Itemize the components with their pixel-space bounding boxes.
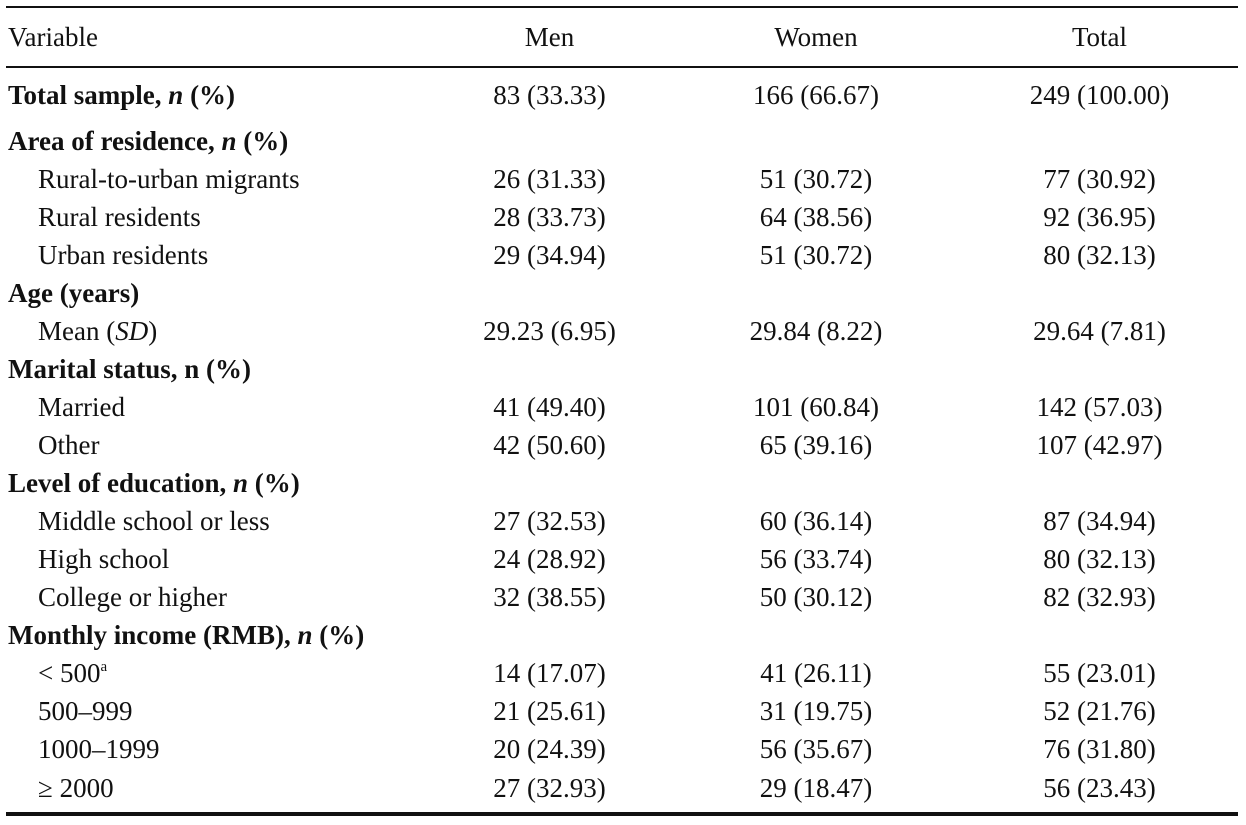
cell-men: 27 (32.53) — [493, 506, 606, 536]
table-row: Rural-to-urban migrants 26 (31.33) 51 (3… — [6, 160, 1238, 198]
cell-women: 64 (38.56) — [759, 202, 873, 232]
row-label: ≥ 2000 — [38, 773, 114, 803]
cell-men: 14 (17.07) — [493, 658, 606, 688]
cell-men: 29.23 (6.95) — [483, 316, 616, 346]
cell-women: 31 (19.75) — [759, 696, 873, 726]
table-header-rule — [6, 66, 1238, 68]
footnote-marker: a — [100, 659, 108, 675]
cell-women: 56 (35.67) — [759, 734, 873, 764]
row-label: Married — [38, 392, 125, 422]
table-row: Middle school or less 27 (32.53) 60 (36.… — [6, 502, 1238, 540]
cell-women: 60 (36.14) — [759, 506, 873, 536]
cell-total: 249 (100.00) — [1029, 80, 1170, 110]
table-row: Mean (SD) 29.23 (6.95) 29.84 (8.22) 29.6… — [6, 312, 1238, 350]
cell-total: 80 (32.13) — [1043, 544, 1156, 574]
cell-women: 65 (39.16) — [759, 430, 873, 460]
section-label: Age (years) — [8, 278, 140, 308]
row-label: High school — [38, 544, 170, 574]
cell-men: 24 (28.92) — [493, 544, 606, 574]
cell-men: 20 (24.39) — [493, 734, 606, 764]
table-row-section-education: Level of education, n (%) — [6, 464, 1238, 502]
cell-women: 101 (60.84) — [753, 392, 879, 422]
section-label: Area of residence, n (%) — [8, 126, 289, 156]
table-row: ≥ 2000 27 (32.93) 29 (18.47) 56 (23.43) — [6, 768, 1238, 812]
demographics-table: Variable Men Women Total Total sample, n… — [6, 6, 1238, 816]
cell-men: 42 (50.60) — [493, 430, 606, 460]
column-header-women: Women — [774, 22, 858, 52]
table-row-total-sample: Total sample, n (%) 83 (33.33) 166 (66.6… — [6, 68, 1238, 122]
cell-total: 107 (42.97) — [1036, 430, 1163, 460]
cell-total: 82 (32.93) — [1043, 582, 1156, 612]
cell-men: 32 (38.55) — [493, 582, 606, 612]
column-header-men: Men — [524, 22, 575, 52]
row-label: Middle school or less — [38, 506, 270, 536]
cell-men: 29 (34.94) — [493, 240, 606, 270]
column-header-variable: Variable — [8, 22, 98, 52]
table-bottom-rule — [6, 812, 1238, 816]
cell-men: 21 (25.61) — [493, 696, 606, 726]
cell-women: 51 (30.72) — [759, 240, 873, 270]
cell-total: 55 (23.01) — [1043, 658, 1156, 688]
cell-total: 56 (23.43) — [1043, 773, 1156, 803]
table-row: 500–999 21 (25.61) 31 (19.75) 52 (21.76) — [6, 692, 1238, 730]
table-row: 1000–1999 20 (24.39) 56 (35.67) 76 (31.8… — [6, 730, 1238, 768]
table-row: < 500a 14 (17.07) 41 (26.11) 55 (23.01) — [6, 654, 1238, 692]
cell-total: 87 (34.94) — [1043, 506, 1156, 536]
cell-total: 76 (31.80) — [1043, 734, 1156, 764]
cell-women: 41 (26.11) — [760, 658, 872, 688]
section-label: Monthly income (RMB), n (%) — [8, 620, 365, 650]
cell-women: 29 (18.47) — [759, 773, 873, 803]
row-label: Other — [38, 430, 100, 460]
cell-women: 29.84 (8.22) — [749, 316, 883, 346]
cell-women: 166 (66.67) — [753, 80, 879, 110]
row-label: Rural-to-urban migrants — [38, 164, 300, 194]
row-label: College or higher — [38, 582, 227, 612]
section-label: Level of education, n (%) — [8, 468, 300, 498]
row-label: Total sample, n (%) — [8, 80, 236, 110]
cell-total: 142 (57.03) — [1036, 392, 1163, 422]
table-row: Rural residents 28 (33.73) 64 (38.56) 92… — [6, 198, 1238, 236]
table-row: Married 41 (49.40) 101 (60.84) 142 (57.0… — [6, 388, 1238, 426]
cell-total: 77 (30.92) — [1043, 164, 1156, 194]
cell-men: 28 (33.73) — [493, 202, 606, 232]
cell-women: 50 (30.12) — [759, 582, 873, 612]
table-top-rule — [6, 6, 1238, 8]
cell-men: 27 (32.93) — [493, 773, 606, 803]
table-row: Other 42 (50.60) 65 (39.16) 107 (42.97) — [6, 426, 1238, 464]
cell-total: 29.64 (7.81) — [1033, 316, 1166, 346]
cell-total: 52 (21.76) — [1043, 696, 1156, 726]
table-row-section-income: Monthly income (RMB), n (%) — [6, 616, 1238, 654]
table-row-section-area: Area of residence, n (%) — [6, 122, 1238, 160]
row-label: Rural residents — [38, 202, 201, 232]
table-header-row: Variable Men Women Total — [6, 8, 1238, 66]
cell-total: 80 (32.13) — [1043, 240, 1156, 270]
table-row: High school 24 (28.92) 56 (33.74) 80 (32… — [6, 540, 1238, 578]
row-label: Mean (SD) — [38, 316, 158, 346]
table-row: Urban residents 29 (34.94) 51 (30.72) 80… — [6, 236, 1238, 274]
cell-men: 26 (31.33) — [493, 164, 606, 194]
cell-total: 92 (36.95) — [1043, 202, 1156, 232]
cell-men: 41 (49.40) — [493, 392, 606, 422]
table-row: College or higher 32 (38.55) 50 (30.12) … — [6, 578, 1238, 616]
row-label: < 500a — [38, 658, 108, 688]
row-label: Urban residents — [38, 240, 209, 270]
table-row-section-marital: Marital status, n (%) — [6, 350, 1238, 388]
column-header-total: Total — [1071, 22, 1128, 52]
cell-women: 56 (33.74) — [759, 544, 873, 574]
cell-women: 51 (30.72) — [759, 164, 873, 194]
table-row-section-age: Age (years) — [6, 274, 1238, 312]
row-label: 500–999 — [38, 696, 133, 726]
row-label: 1000–1999 — [38, 734, 160, 764]
cell-men: 83 (33.33) — [493, 80, 606, 110]
section-label: Marital status, n (%) — [8, 354, 251, 384]
